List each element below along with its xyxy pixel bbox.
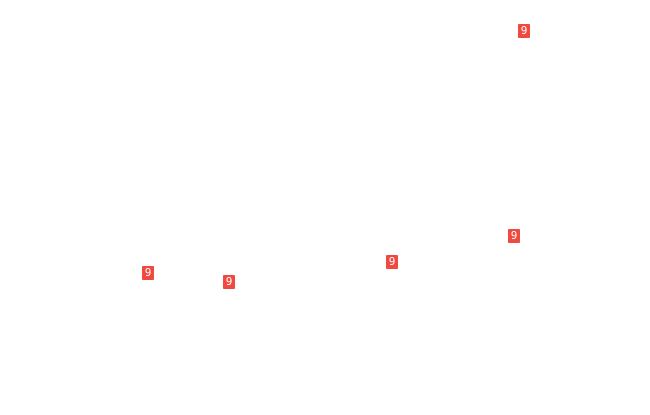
marker-badge[interactable]: 9 <box>386 255 398 269</box>
marker-badge[interactable]: 9 <box>142 266 154 280</box>
marker-badge[interactable]: 9 <box>223 275 235 289</box>
marker-badge[interactable]: 9 <box>508 229 520 243</box>
marker-badge[interactable]: 9 <box>518 24 530 38</box>
